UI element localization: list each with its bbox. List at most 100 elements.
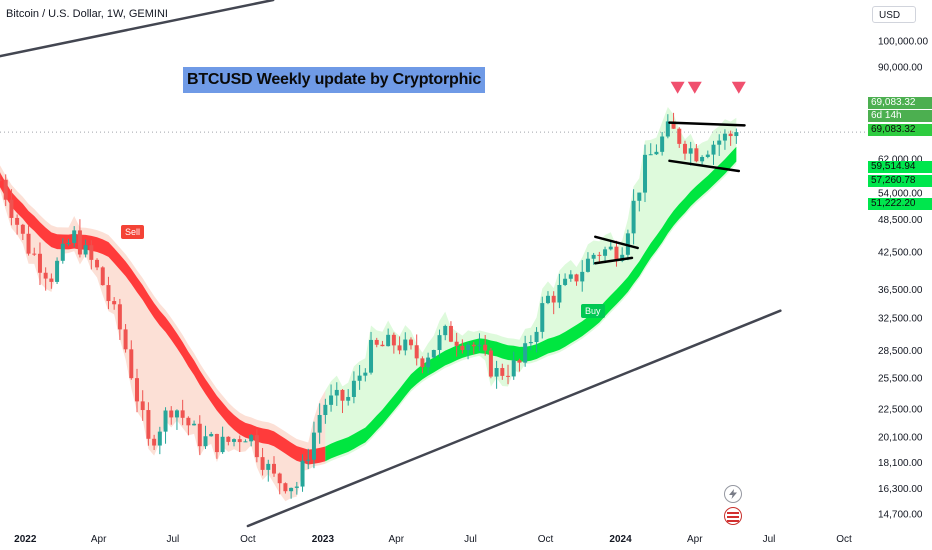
candle-body-127 — [722, 133, 727, 141]
candle-body-97 — [551, 295, 556, 303]
y-tick-label-6: 42,500.00 — [878, 247, 923, 258]
candle-body-75 — [426, 357, 431, 368]
candle-body-32 — [180, 410, 185, 418]
candle-body-122 — [694, 148, 699, 162]
top-marker-arrow-0 — [670, 81, 685, 94]
candle-body-24 — [134, 378, 139, 402]
candle-body-13 — [72, 230, 77, 243]
candle-body-58 — [329, 395, 334, 405]
y-tick-label-13: 18,100.00 — [878, 458, 923, 469]
candle-body-113 — [643, 154, 648, 193]
y-tick-label-10: 25,500.00 — [878, 374, 923, 385]
y-tick-label-11: 22,500.00 — [878, 404, 923, 415]
x-tick-label-1: Apr — [91, 534, 107, 545]
candle-body-62 — [351, 380, 356, 397]
x-tick-label-2: Jul — [166, 534, 179, 545]
us-flag-icon[interactable] — [724, 507, 742, 525]
x-tick-label-10: Jul — [763, 534, 776, 545]
candle-body-41 — [232, 439, 237, 442]
candle-body-22 — [123, 329, 128, 350]
candle-body-6 — [32, 253, 37, 255]
candle-body-57 — [323, 404, 328, 415]
candle-body-61 — [346, 396, 351, 401]
candle-body-16 — [89, 245, 94, 260]
candle-body-60 — [340, 389, 345, 401]
trendline-lower-channel — [246, 309, 782, 528]
trendline-flag-1-lower — [594, 256, 634, 265]
candle-body-1 — [3, 179, 8, 200]
candle-body-26 — [146, 410, 151, 439]
candle-body-28 — [157, 431, 162, 446]
level-a-tag: 59,514.94 — [868, 161, 932, 173]
candle-body-12 — [66, 242, 71, 244]
candle-body-37 — [209, 433, 214, 437]
candle-body-9 — [49, 278, 54, 282]
y-tick-label-7: 36,500.00 — [878, 285, 923, 296]
candle-body-35 — [197, 423, 202, 447]
candle-body-77 — [437, 335, 442, 351]
candle-body-27 — [152, 438, 157, 446]
candle-body-33 — [186, 417, 191, 426]
candle-body-53 — [300, 460, 305, 487]
candle-body-93 — [528, 341, 533, 344]
candle-body-18 — [100, 267, 105, 286]
candle-body-43 — [243, 441, 248, 443]
candle-body-115 — [654, 151, 659, 155]
y-tick-label-3: 62,000.00 — [878, 154, 923, 165]
lightning-icon[interactable] — [724, 485, 742, 503]
candle-body-80 — [454, 341, 459, 346]
candle-body-111 — [631, 200, 636, 234]
candle-body-48 — [271, 463, 276, 474]
candle-body-74 — [420, 358, 425, 368]
current-price-tag: 69,083.32 — [868, 124, 932, 136]
symbol-label[interactable]: Bitcoin / U.S. Dollar, 1W, GEMINI — [6, 8, 168, 20]
candle-body-83 — [471, 344, 476, 347]
candle-body-108 — [614, 246, 619, 261]
candle-body-66 — [374, 339, 379, 345]
x-tick-label-11: Oct — [836, 534, 852, 545]
candle-body-120 — [682, 143, 687, 154]
level-c-tag: 51,222.20 — [868, 198, 932, 210]
candle-body-44 — [249, 435, 254, 442]
candle-body-2 — [9, 199, 14, 218]
candle-body-107 — [608, 246, 613, 250]
candle-body-68 — [386, 334, 391, 347]
candle-body-50 — [283, 483, 288, 492]
bull-ribbon — [325, 146, 737, 462]
candle-body-20 — [112, 301, 117, 305]
x-tick-label-9: Apr — [687, 534, 703, 545]
candle-body-124 — [705, 154, 710, 157]
candle-body-92 — [523, 343, 528, 363]
candle-body-78 — [443, 325, 448, 336]
candle-body-104 — [591, 254, 596, 259]
candle-body-39 — [220, 436, 225, 453]
candle-body-4 — [20, 224, 25, 234]
x-tick-label-5: Apr — [389, 534, 405, 545]
candle-body-100 — [568, 274, 573, 279]
candle-body-105 — [597, 254, 602, 256]
currency-selector[interactable]: USD — [872, 6, 916, 23]
x-tick-label-8: 2024 — [609, 534, 632, 545]
candle-body-21 — [117, 304, 122, 330]
candle-body-11 — [60, 243, 65, 261]
candle-body-23 — [129, 349, 134, 379]
candle-body-3 — [15, 217, 20, 225]
y-tick-label-14: 16,300.00 — [878, 484, 923, 495]
candle-body-79 — [448, 325, 453, 342]
top-marker-arrow-1 — [687, 81, 702, 94]
candle-body-64 — [363, 372, 368, 376]
y-tick-label-4: 54,000.00 — [878, 188, 923, 199]
candle-body-15 — [83, 245, 88, 255]
candle-body-91 — [517, 360, 522, 363]
candle-body-10 — [55, 260, 60, 282]
candle-body-65 — [369, 339, 374, 373]
candle-body-117 — [665, 121, 670, 137]
x-tick-label-6: Jul — [464, 534, 477, 545]
candle-body-95 — [540, 303, 545, 332]
trendline-flag-2-lower — [668, 159, 741, 173]
top-marker-arrow-2 — [731, 81, 746, 94]
candle-body-114 — [648, 154, 653, 156]
candle-body-70 — [397, 345, 402, 351]
candle-body-89 — [506, 375, 511, 377]
